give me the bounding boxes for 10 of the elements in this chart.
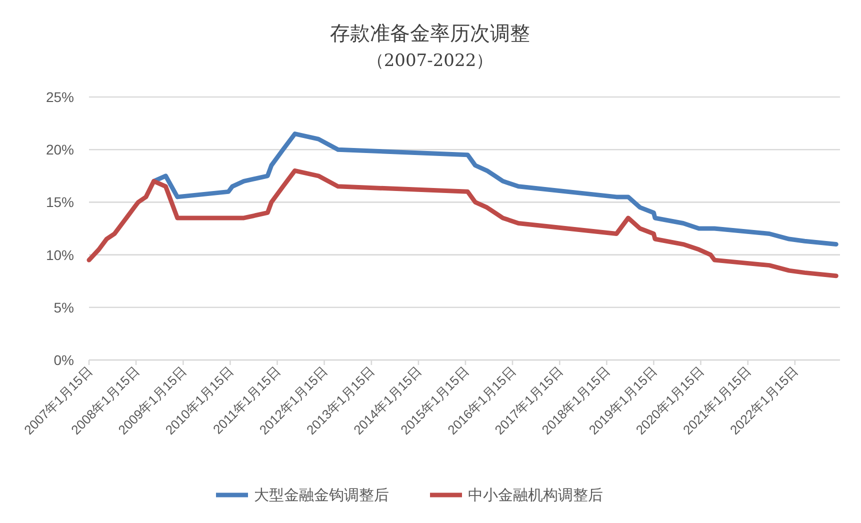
y-tick-label: 0%: [54, 352, 74, 368]
y-tick-label: 5%: [54, 299, 74, 316]
legend-label: 大型金融金钩调整后: [254, 487, 389, 504]
y-tick-label: 15%: [46, 194, 74, 210]
chart-title: 存款准备金率历次调整: [330, 21, 530, 45]
y-tick-label: 20%: [46, 142, 74, 158]
legend-label: 中小金融机构调整后: [468, 487, 603, 504]
y-tick-label: 10%: [46, 246, 74, 263]
y-tick-label: 25%: [46, 89, 74, 105]
chart-subtitle: （2007-2022）: [366, 51, 494, 71]
